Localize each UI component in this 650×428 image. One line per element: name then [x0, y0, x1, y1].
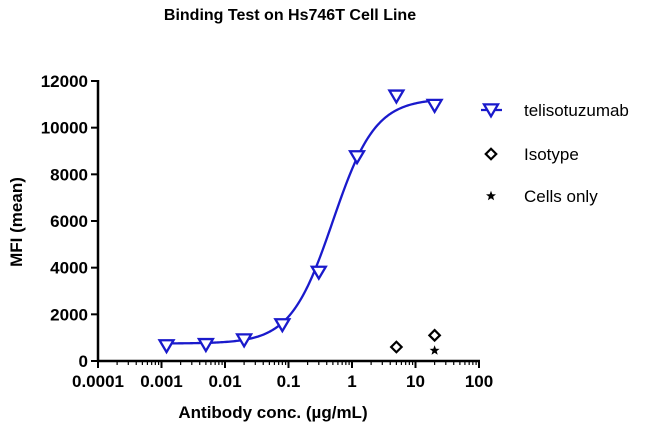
triangle-marker: [481, 103, 501, 119]
y-tick-label: 4000: [50, 259, 88, 278]
triangle-marker: [196, 337, 215, 354]
legend-item: Isotype: [484, 145, 579, 164]
legend: telisotuzumab Isotype Cells only: [481, 101, 629, 206]
x-tick-label: 0.0001: [72, 372, 124, 391]
triangle-marker: [157, 339, 176, 355]
star-marker: [486, 190, 496, 201]
triangle-marker: [309, 265, 328, 281]
y-tick-label: 0: [79, 352, 88, 371]
legend-item: Cells only: [486, 187, 598, 206]
fit-curve: [165, 99, 435, 345]
legend-label: Isotype: [524, 145, 579, 164]
x-tick-label: 100: [465, 372, 493, 391]
diamond-marker: [484, 147, 498, 161]
y-tick-label: 8000: [50, 165, 88, 184]
chart-title: Binding Test on Hs746T Cell Line: [164, 7, 416, 24]
y-axis: 0 2000 4000 6000 8000 10000 12000: [41, 72, 100, 371]
x-tick-label: 0.01: [208, 372, 241, 391]
legend-label: Cells only: [524, 187, 598, 206]
y-tick-label: 12000: [41, 72, 88, 91]
legend-label: telisotuzumab: [524, 101, 629, 120]
triangle-marker: [273, 318, 292, 334]
star-marker: [429, 345, 440, 355]
diamond-marker: [389, 340, 404, 354]
legend-item: telisotuzumab: [481, 101, 629, 120]
y-axis-label: MFI (mean): [7, 177, 26, 267]
x-tick-label: 1: [347, 372, 356, 391]
x-axis-label: Antibody conc. (µg/mL): [178, 403, 367, 422]
x-tick-label: 10: [406, 372, 425, 391]
x-axis: 0.0001 0.001 0.01 0.1 1 10 100: [72, 359, 493, 391]
triangle-marker: [425, 98, 444, 115]
y-tick-label: 6000: [50, 212, 88, 231]
plot-area: [157, 89, 444, 355]
y-tick-label: 2000: [50, 305, 88, 324]
y-tick-label: 10000: [41, 119, 88, 138]
triangle-marker: [387, 89, 406, 105]
triangle-marker: [235, 333, 254, 349]
x-tick-label: 0.001: [140, 372, 183, 391]
diamond-marker: [427, 328, 442, 343]
triangle-marker: [348, 150, 367, 166]
x-tick-label: 0.1: [277, 372, 301, 391]
